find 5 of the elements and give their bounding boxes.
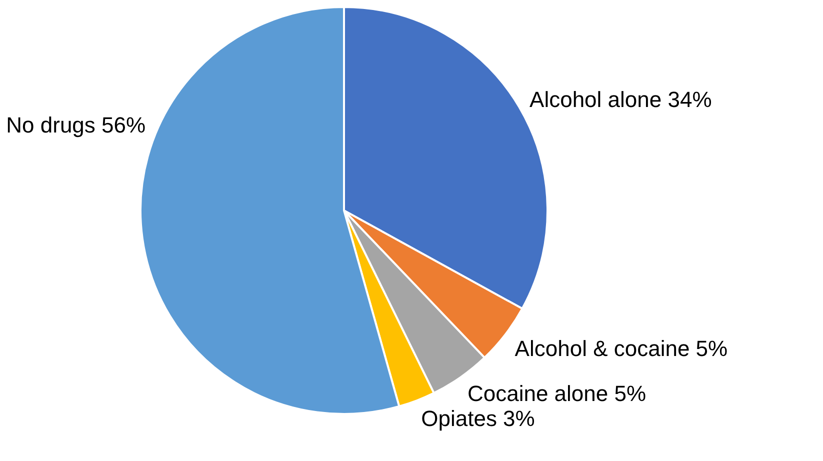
slice-label: Cocaine alone 5% — [467, 381, 646, 406]
slice-label: Alcohol & cocaine 5% — [514, 336, 728, 361]
slice-label: Alcohol alone 34% — [530, 86, 712, 112]
slice-label: Opiates 3% — [421, 406, 535, 431]
slice-label: No drugs 56% — [6, 112, 146, 138]
